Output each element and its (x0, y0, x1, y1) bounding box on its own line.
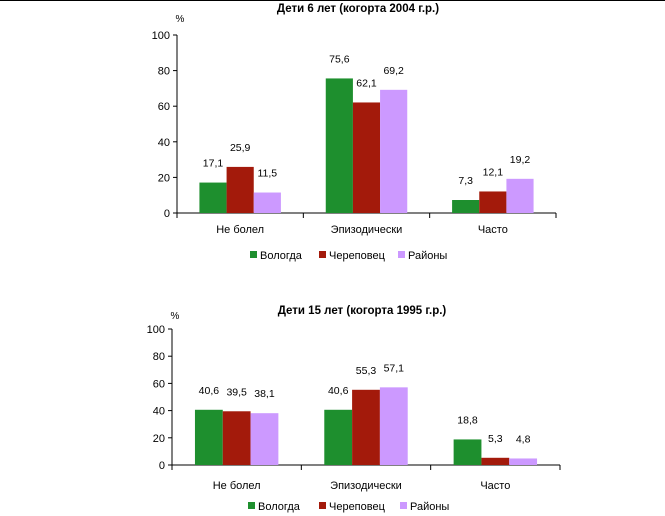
x-category-label: Часто (478, 224, 508, 236)
y-tick-label: 100 (152, 30, 170, 42)
legend-swatch (398, 251, 405, 258)
legend-swatch (248, 502, 255, 509)
y-tick-label: 100 (147, 324, 165, 336)
data-label: 7,3 (458, 175, 473, 187)
bar-Вологда (452, 200, 480, 213)
bar-Районы (509, 458, 538, 465)
y-tick-label: 20 (153, 433, 165, 445)
y-axis-unit-label: % (171, 311, 180, 322)
bar-Череповец (481, 457, 510, 465)
data-label: 62,1 (356, 77, 377, 89)
data-label: 11,5 (257, 168, 277, 180)
bar-Вологда (325, 78, 353, 213)
legend-label: Череповец (329, 501, 386, 513)
data-label: 55,3 (356, 365, 377, 377)
y-axis-unit-label: % (176, 14, 185, 25)
legend-label: Вологда (258, 501, 301, 513)
y-tick-label: 60 (153, 378, 165, 390)
legend-swatch (250, 251, 257, 258)
bar-Череповец (352, 102, 381, 213)
data-label: 17,1 (203, 158, 224, 170)
top-border-line (0, 0, 665, 1)
legend-label: Районы (408, 250, 447, 262)
y-tick-label: 60 (158, 101, 170, 113)
bar-Череповец (222, 411, 251, 465)
y-tick-label: 40 (153, 406, 165, 418)
data-label: 40,6 (328, 385, 349, 397)
bar-Вологда (453, 439, 482, 465)
bar-Вологда (199, 182, 227, 213)
data-label: 69,2 (383, 65, 404, 77)
y-tick-label: 0 (159, 460, 165, 472)
bar-Районы (379, 387, 408, 465)
data-label: 57,1 (384, 362, 405, 374)
bar-Районы (506, 178, 534, 213)
bar-Череповец (479, 191, 507, 213)
data-label: 12,1 (483, 166, 504, 178)
x-category-label: Не болел (216, 224, 264, 236)
bar-Череповец (226, 166, 254, 213)
y-tick-label: 40 (158, 137, 170, 149)
data-label: 25,9 (230, 142, 251, 154)
bar-Вологда (324, 409, 353, 465)
bar-Череповец (352, 389, 380, 465)
bar-Районы (380, 89, 408, 213)
x-category-label: Часто (480, 480, 510, 492)
chart-15-years: Дети 15 лет (когорта 1995 г.р.)% 0 20 40 60 8… (147, 305, 561, 513)
bar-Районы (250, 413, 279, 465)
legend-swatch (400, 502, 407, 509)
legend-label: Череповец (329, 250, 386, 262)
bar-Вологда (194, 409, 223, 465)
legend-label: Районы (410, 501, 449, 513)
data-label: 75,6 (329, 53, 350, 65)
y-tick-label: 80 (153, 351, 165, 363)
y-tick-label: 80 (158, 66, 170, 78)
data-label: 19,2 (510, 154, 531, 166)
data-label: 4,8 (516, 433, 531, 445)
legend-label: Вологда (260, 250, 303, 262)
x-category-label: Эпизодически (331, 224, 403, 236)
legend-swatch (319, 251, 326, 258)
data-label: 40,6 (199, 385, 220, 397)
chart-title: Дети 15 лет (когорта 1995 г.р.) (278, 305, 447, 317)
data-label: 38,1 (254, 388, 275, 400)
data-label: 5,3 (488, 433, 503, 445)
bar-Районы (253, 192, 281, 213)
x-category-label: Эпизодически (330, 480, 402, 492)
x-category-label: Не болел (213, 480, 261, 492)
y-tick-label: 20 (158, 172, 170, 184)
data-label: 18,8 (457, 414, 478, 426)
chart-6-years: Дети 6 лет (когорта 2004 г.р.)% 0 20 40 60 80… (152, 3, 557, 262)
data-label: 39,5 (226, 386, 247, 398)
y-tick-label: 0 (164, 208, 170, 220)
legend-swatch (319, 502, 326, 509)
chart-title: Дети 6 лет (когорта 2004 г.р.) (277, 3, 439, 15)
